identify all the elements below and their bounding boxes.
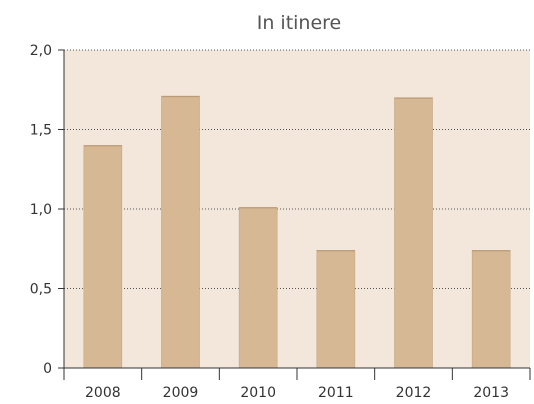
x-tick-label: 2012 [396, 385, 432, 401]
x-tick-label: 2010 [240, 385, 276, 401]
x-tick-label: 2011 [318, 385, 354, 401]
x-tick-label: 2013 [473, 385, 509, 401]
bar [161, 95, 200, 369]
y-tick-label: 1,5 [30, 123, 52, 139]
y-tick-label: 1,0 [30, 202, 52, 218]
y-tick-label: 0,5 [30, 282, 52, 298]
bar [316, 250, 356, 369]
chart-title: In itinere [257, 12, 342, 34]
x-tick-label: 2008 [85, 385, 121, 401]
bar [471, 250, 511, 369]
y-tick-label: 0 [43, 361, 52, 377]
x-tick-label: 2009 [163, 385, 199, 401]
bar [394, 97, 433, 369]
plot-background [64, 50, 530, 368]
bar [238, 207, 278, 369]
bar [83, 145, 123, 369]
plot-area: 0 0,5 1,0 1,5 2,0 2008 2009 2010 2011 2012 2013 [30, 43, 531, 401]
y-tick-label: 2,0 [30, 43, 52, 59]
